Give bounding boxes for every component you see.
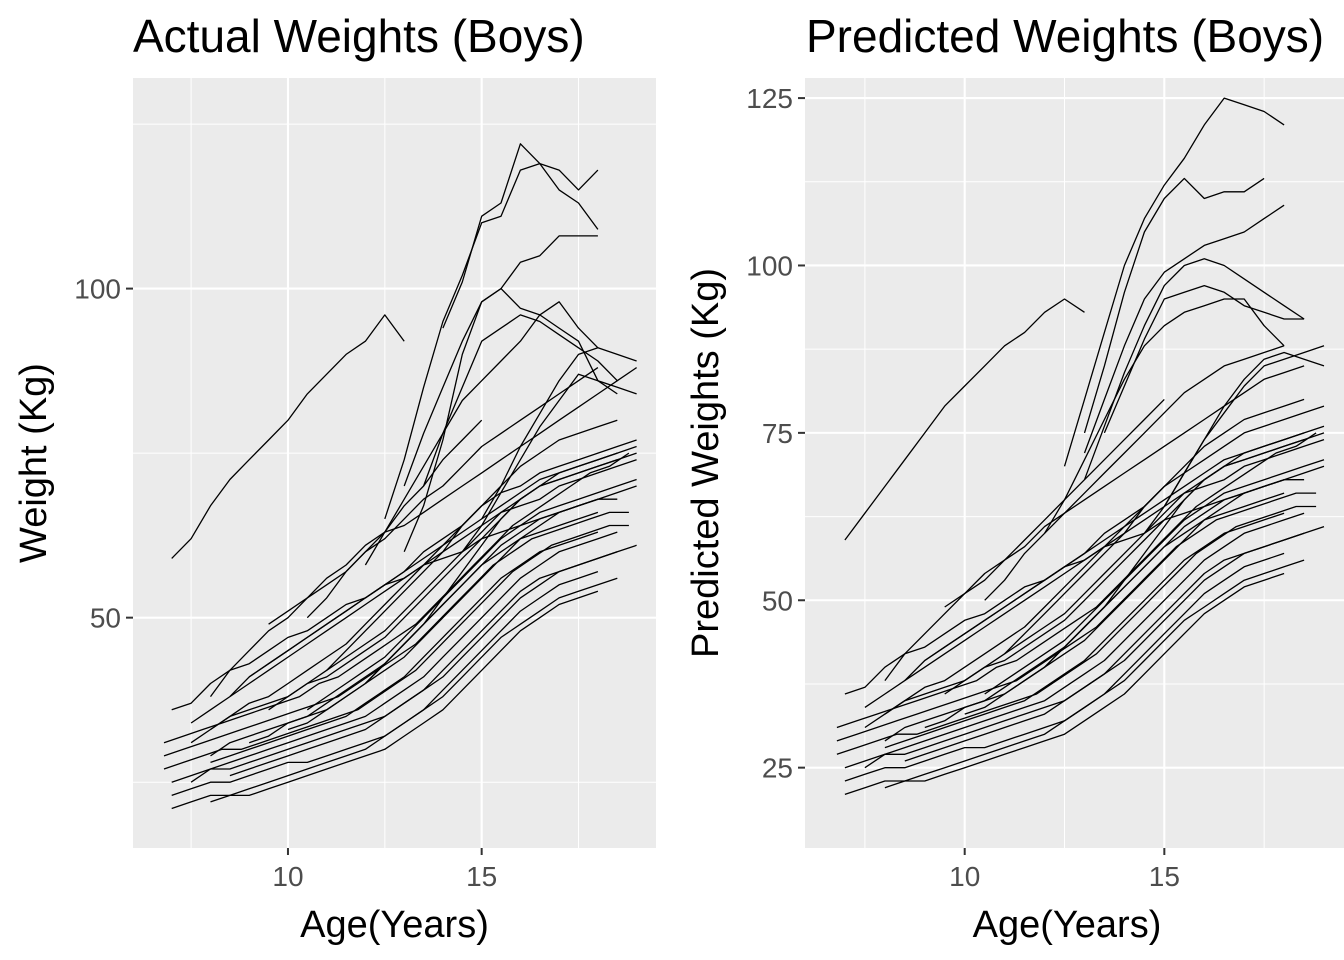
series-line: [287, 511, 599, 731]
series-line: [864, 512, 1305, 769]
chart-title-predicted: Predicted Weights (Boys): [806, 10, 1324, 62]
chart-title-actual: Actual Weights (Boys): [133, 10, 585, 62]
series-line: [984, 345, 1285, 601]
plot-background-actual: [133, 78, 656, 848]
series-line: [171, 570, 599, 810]
ticks-predicted: 10 15 25 50 75 100 125: [746, 83, 1180, 892]
y-tick-label: 75: [762, 418, 793, 449]
series-line: [884, 398, 1165, 681]
series-line: [944, 432, 1325, 695]
series-line: [422, 314, 637, 487]
y-tick-label: 100: [746, 250, 793, 281]
series-line: [171, 314, 405, 559]
series-line: [984, 459, 1325, 695]
series-line: [229, 551, 618, 777]
series-line: [1044, 432, 1305, 668]
series-line: [1163, 351, 1325, 507]
series-line: [209, 419, 483, 697]
series-line: [481, 347, 637, 520]
x-axis-title-predicted: Age(Years): [973, 904, 1162, 946]
series-line: [163, 524, 629, 770]
x-axis-title-actual: Age(Years): [300, 904, 489, 946]
series-line: [403, 287, 618, 553]
y-axis-title-predicted: Predicted Weights (Kg): [685, 268, 727, 658]
series-line: [1063, 97, 1285, 467]
y-tick-label: 50: [90, 603, 121, 634]
panel-predicted-weights: Predicted Weights (Boys) 10 15 25 50 75 100 12…: [685, 10, 1344, 946]
series-line: [1083, 204, 1285, 454]
panel-actual-weights: Actual Weights (Boys) 10 15 50 100 Age(Year…: [13, 10, 656, 946]
series-line: [268, 452, 637, 711]
series-line: [190, 505, 483, 744]
series-line: [384, 162, 599, 520]
series-line: [1083, 258, 1305, 480]
series-line: [163, 452, 630, 744]
series-line: [844, 552, 1285, 796]
series-line: [210, 531, 599, 764]
series-line: [442, 143, 599, 329]
series-line: [836, 505, 1317, 755]
x-tick-label: 10: [949, 861, 980, 892]
series-line: [306, 478, 637, 711]
y-tick-label: 25: [762, 753, 793, 784]
ticks-actual: 10 15 50 100: [74, 274, 497, 892]
y-axis-title-actual: Weight (Kg): [13, 363, 55, 563]
series-line: [884, 572, 1285, 789]
y-tick-label: 125: [746, 83, 793, 114]
series-line: [364, 452, 618, 684]
series-line: [864, 485, 1165, 729]
series-line: [844, 298, 1085, 541]
series-line: [904, 532, 1305, 762]
series-line: [461, 373, 637, 553]
series-line: [163, 511, 629, 757]
gridlines-actual: [133, 78, 656, 848]
series-line: [190, 531, 618, 783]
series-line: [1103, 284, 1305, 434]
x-tick-label: 10: [272, 861, 303, 892]
series-line: [210, 590, 599, 803]
series-line: [268, 380, 618, 625]
series-line: [884, 512, 1285, 749]
series-line: [1083, 177, 1265, 434]
series-line: [364, 301, 599, 566]
series-lines-predicted: [836, 97, 1325, 796]
x-tick-label: 15: [1149, 861, 1180, 892]
y-tick-label: 50: [762, 585, 793, 616]
series-lines-actual: [163, 143, 637, 810]
x-tick-label: 15: [466, 861, 497, 892]
y-tick-label: 100: [74, 274, 121, 305]
series-line: [836, 492, 1317, 742]
series-line: [1044, 298, 1285, 534]
series-line: [964, 492, 1285, 715]
series-line: [836, 432, 1317, 729]
plot-background-predicted: [805, 78, 1344, 848]
